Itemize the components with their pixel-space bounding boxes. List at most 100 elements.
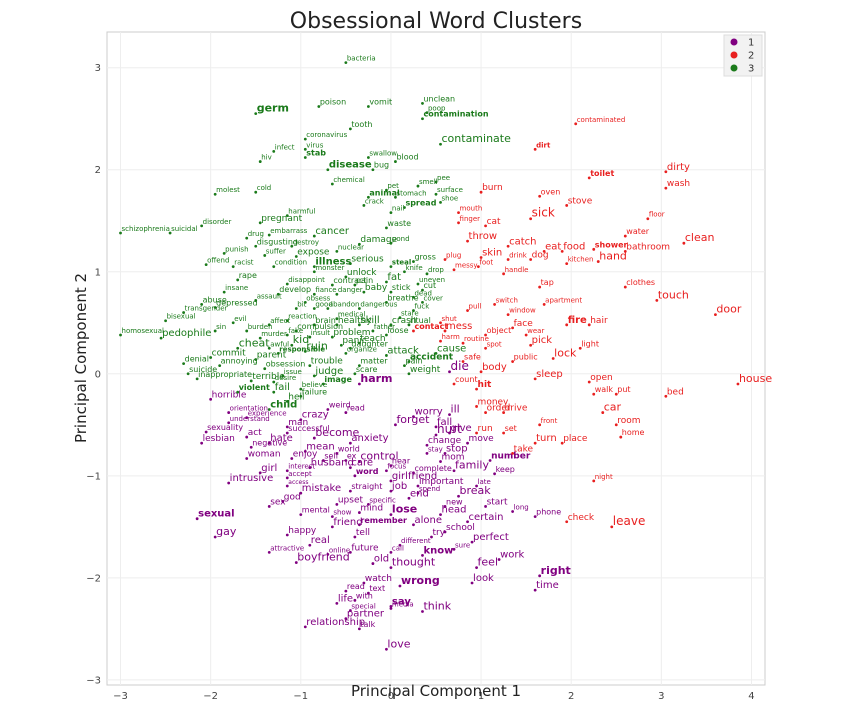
data-point <box>389 323 393 327</box>
point-label: suicidal <box>171 225 198 233</box>
point-label: coronavirus <box>306 131 347 139</box>
point-label: responsible <box>279 345 325 353</box>
data-point <box>416 282 420 286</box>
point-label: weight <box>410 365 441 375</box>
point-label: swallow <box>369 149 397 157</box>
data-point <box>254 112 258 116</box>
data-point <box>213 192 217 196</box>
x-tick-label: −2 <box>203 691 218 702</box>
point-label: real <box>311 535 330 546</box>
data-point <box>308 335 312 339</box>
point-label: stare <box>401 310 419 318</box>
data-point <box>353 283 357 287</box>
data-point <box>398 543 402 547</box>
point-label: danger <box>338 286 363 294</box>
point-label: night <box>595 473 613 481</box>
point-label: attractive <box>270 544 304 552</box>
data-point <box>267 408 271 411</box>
point-label: room <box>617 416 640 426</box>
point-label: tooth <box>351 120 372 129</box>
data-point <box>335 601 339 605</box>
point-label: give <box>451 423 472 434</box>
point-label: understand <box>230 415 270 423</box>
point-label: stove <box>568 196 593 206</box>
data-point <box>303 147 307 151</box>
point-label: read <box>347 404 365 413</box>
data-point <box>285 214 289 218</box>
point-label: germ <box>257 102 289 115</box>
point-label: awful <box>270 340 289 348</box>
data-point <box>285 333 289 337</box>
point-label: pain <box>356 276 373 285</box>
point-label: shower <box>595 240 628 249</box>
data-point <box>389 290 393 294</box>
data-point <box>565 323 569 327</box>
point-label: spot <box>487 340 502 348</box>
data-point <box>479 190 483 194</box>
point-label: sure <box>455 541 470 549</box>
point-label: failure <box>302 387 327 396</box>
x-tick-label: 1 <box>478 691 484 702</box>
data-point <box>385 226 388 230</box>
point-label: shoe <box>442 194 459 202</box>
point-label: infect <box>275 143 295 151</box>
point-label: judge <box>314 366 343 377</box>
point-label: parent <box>257 351 287 361</box>
point-label: specific <box>369 496 396 504</box>
data-point <box>479 370 483 374</box>
y-tick-label: −3 <box>86 675 101 686</box>
data-point <box>339 343 343 347</box>
data-point <box>587 323 591 327</box>
point-label: reaction <box>288 313 317 321</box>
data-point <box>664 186 668 190</box>
data-point <box>470 540 474 544</box>
point-label: smell <box>419 178 438 186</box>
point-label: waste <box>387 219 411 228</box>
point-label: world <box>338 444 360 453</box>
point-label: become <box>315 426 359 439</box>
point-label: contract <box>333 276 366 285</box>
data-point <box>389 479 393 483</box>
data-point <box>348 609 352 612</box>
data-point <box>448 431 451 435</box>
data-point <box>159 336 163 340</box>
data-point <box>466 239 469 243</box>
point-label: fiance <box>315 286 336 294</box>
point-label: mess <box>446 321 472 332</box>
data-point <box>119 333 122 337</box>
point-label: crash <box>392 316 417 326</box>
point-label: drive <box>505 404 528 414</box>
data-point <box>357 511 361 514</box>
point-label: throw <box>469 231 497 242</box>
point-label: pet <box>387 182 399 190</box>
data-point <box>466 309 469 312</box>
data-point <box>303 300 307 304</box>
data-point <box>281 374 285 378</box>
data-point <box>511 510 515 513</box>
data-point <box>439 321 442 325</box>
data-point <box>294 329 298 333</box>
data-point <box>254 190 258 194</box>
point-label: catch <box>509 236 536 247</box>
data-point <box>416 491 420 495</box>
data-point <box>357 523 361 527</box>
data-point <box>299 418 303 422</box>
point-label: develop <box>279 285 311 294</box>
point-label: check <box>568 513 595 523</box>
point-label: old <box>374 554 389 565</box>
data-point <box>412 309 415 312</box>
point-label: love <box>387 637 410 650</box>
data-point <box>258 471 262 475</box>
data-point <box>475 484 478 488</box>
data-point <box>533 441 537 445</box>
data-point <box>200 441 204 445</box>
data-point <box>407 360 411 363</box>
data-point <box>344 275 348 279</box>
legend-label: 2 <box>748 51 754 62</box>
data-point <box>308 466 312 470</box>
point-label: money <box>478 397 510 407</box>
point-label: lock <box>554 347 577 360</box>
data-point <box>200 303 204 306</box>
point-label: break <box>460 484 492 497</box>
data-point <box>623 249 627 253</box>
